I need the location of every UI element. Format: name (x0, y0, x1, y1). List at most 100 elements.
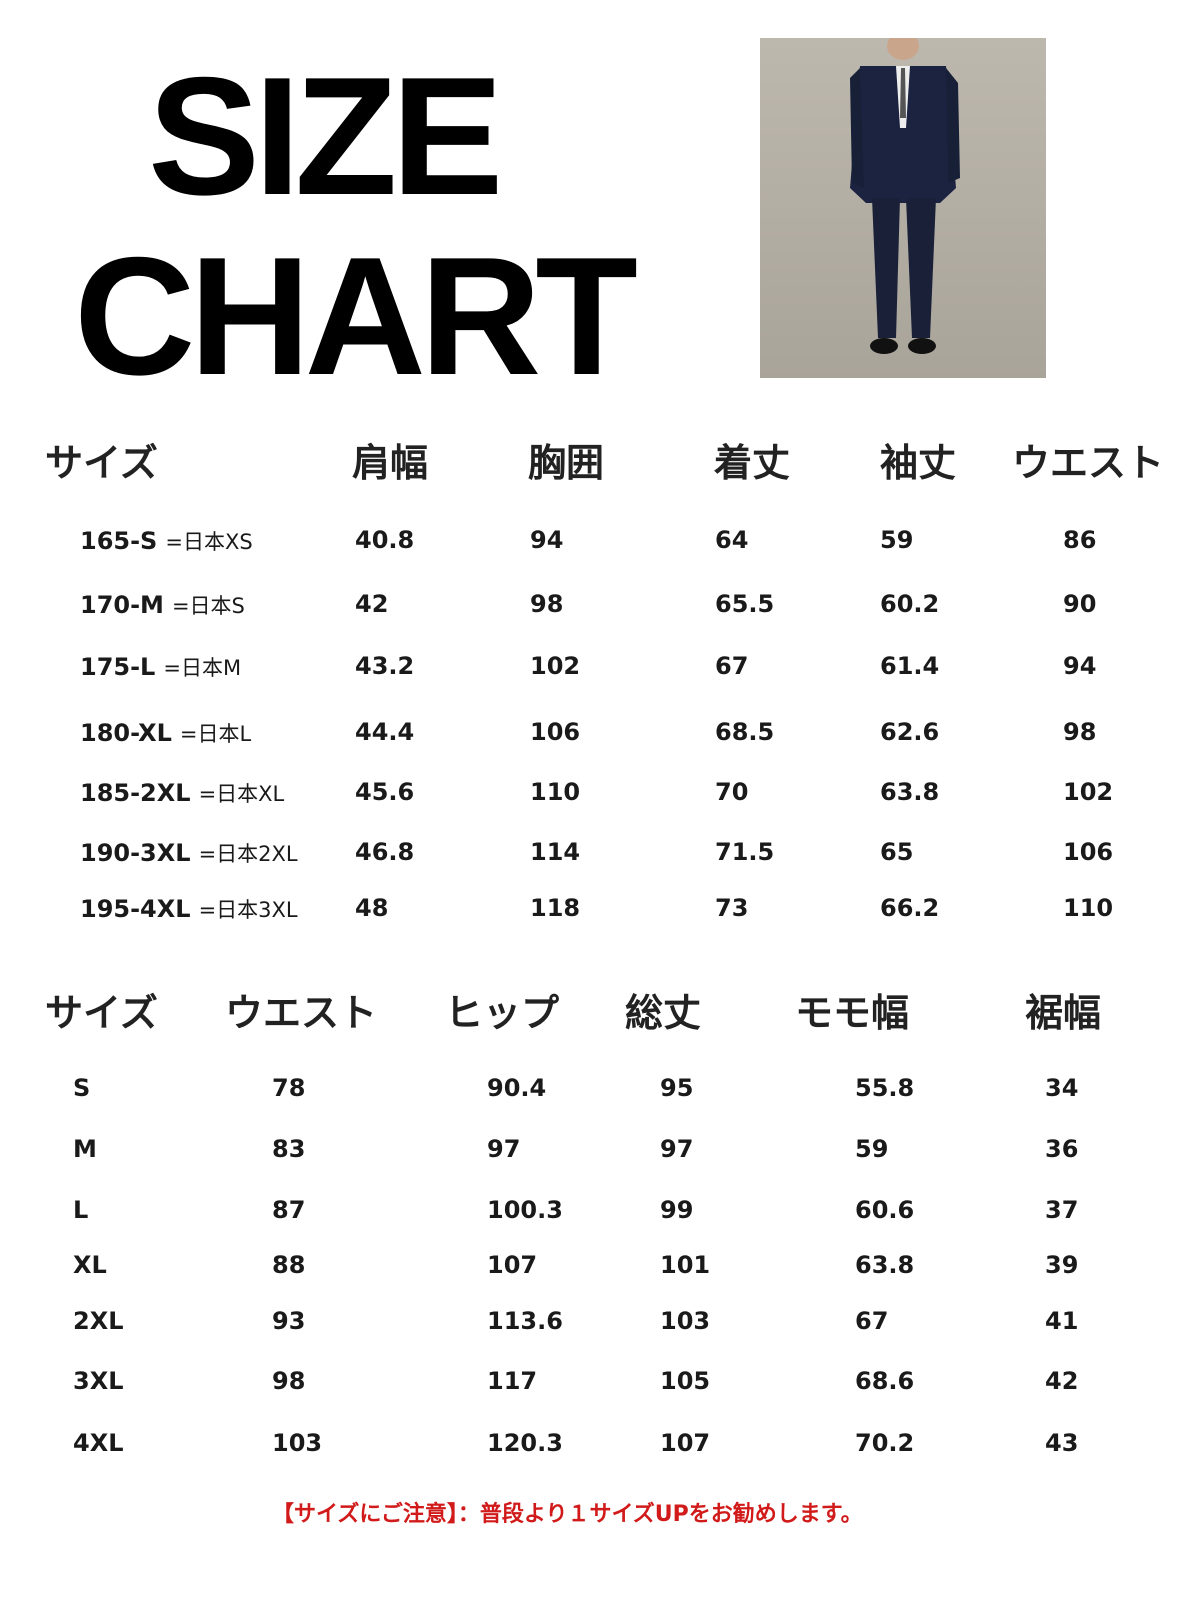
pants-value-cell: 37 (1045, 1196, 1079, 1224)
pants-value-cell: 83 (272, 1135, 306, 1163)
pants-size-cell: 3XL (73, 1367, 124, 1395)
pants-size-cell: S (73, 1074, 91, 1102)
pants-header: 裾幅 (1025, 991, 1102, 1035)
jacket-value-cell: 68.5 (715, 718, 775, 746)
jacket-value-cell: 110 (530, 778, 581, 806)
jacket-header: ウエスト (1012, 441, 1165, 485)
jacket-size-cell: 165-S =日本XS (80, 526, 253, 556)
pants-value-cell: 39 (1045, 1251, 1079, 1279)
pants-value-cell: 87 (272, 1196, 306, 1224)
pants-value-cell: 107 (487, 1251, 538, 1279)
jacket-value-cell: 44.4 (355, 718, 415, 746)
japan-size-label: =日本L (179, 722, 252, 746)
suit-model-illustration (850, 38, 960, 354)
size-label: 175-L (80, 653, 156, 681)
jacket-value-cell: 40.8 (355, 526, 415, 554)
jacket-size-cell: 185-2XL =日本XL (80, 778, 284, 808)
pants-value-cell: 101 (660, 1251, 711, 1279)
pants-value-cell: 55.8 (855, 1074, 915, 1102)
pants-size-cell: M (73, 1135, 97, 1163)
jacket-value-cell: 90 (1063, 590, 1097, 618)
jacket-size-cell: 175-L =日本M (80, 652, 241, 682)
jacket-value-cell: 66.2 (880, 894, 940, 922)
jacket-value-cell: 71.5 (715, 838, 775, 866)
pants-value-cell: 36 (1045, 1135, 1079, 1163)
size-label: 190-3XL (80, 839, 191, 867)
jacket-value-cell: 65 (880, 838, 914, 866)
pants-value-cell: 103 (660, 1307, 711, 1335)
jacket-value-cell: 62.6 (880, 718, 940, 746)
jacket-value-cell: 45.6 (355, 778, 415, 806)
japan-size-label: =日本XS (165, 530, 253, 554)
model-suit-photo (760, 38, 1046, 378)
jacket-value-cell: 42 (355, 590, 389, 618)
pants-header: ヒップ (445, 991, 560, 1035)
japan-size-label: =日本M (163, 656, 242, 680)
japan-size-label: =日本3XL (198, 898, 298, 922)
pants-value-cell: 97 (660, 1135, 694, 1163)
size-note: 【サイズにご注意】：普段より１サイズUPをお勧めします。 (272, 1502, 863, 1527)
pants-value-cell: 60.6 (855, 1196, 915, 1224)
pants-value-cell: 63.8 (855, 1251, 915, 1279)
jacket-value-cell: 43.2 (355, 652, 415, 680)
jacket-header: 袖丈 (880, 441, 957, 485)
pants-header: 総丈 (625, 991, 702, 1035)
pants-value-cell: 113.6 (487, 1307, 563, 1335)
jacket-value-cell: 48 (355, 894, 389, 922)
jacket-header: サイズ (45, 441, 158, 485)
japan-size-label: =日本XL (198, 782, 285, 806)
jacket-value-cell: 106 (530, 718, 581, 746)
pants-size-cell: 4XL (73, 1429, 124, 1457)
jacket-value-cell: 94 (1063, 652, 1097, 680)
pants-size-cell: XL (73, 1251, 107, 1279)
jacket-value-cell: 65.5 (715, 590, 775, 618)
pants-value-cell: 59 (855, 1135, 889, 1163)
pants-size-cell: L (73, 1196, 89, 1224)
size-label: 180-XL (80, 719, 172, 747)
jacket-value-cell: 114 (530, 838, 581, 866)
jacket-value-cell: 98 (530, 590, 564, 618)
size-label: 195-4XL (80, 895, 191, 923)
japan-size-label: =日本2XL (198, 842, 298, 866)
pants-size-cell: 2XL (73, 1307, 124, 1335)
jacket-value-cell: 70 (715, 778, 749, 806)
jacket-value-cell: 106 (1063, 838, 1114, 866)
jacket-value-cell: 46.8 (355, 838, 415, 866)
pants-value-cell: 120.3 (487, 1429, 563, 1457)
pants-value-cell: 88 (272, 1251, 306, 1279)
japan-size-label: =日本S (171, 594, 245, 618)
pants-header: モモ幅 (795, 991, 910, 1035)
jacket-header: 肩幅 (352, 441, 429, 485)
pants-value-cell: 68.6 (855, 1367, 915, 1395)
jacket-value-cell: 67 (715, 652, 749, 680)
pants-value-cell: 105 (660, 1367, 711, 1395)
jacket-value-cell: 86 (1063, 526, 1097, 554)
pants-value-cell: 93 (272, 1307, 306, 1335)
jacket-value-cell: 110 (1063, 894, 1114, 922)
jacket-value-cell: 63.8 (880, 778, 940, 806)
jacket-value-cell: 118 (530, 894, 581, 922)
pants-value-cell: 95 (660, 1074, 694, 1102)
jacket-value-cell: 102 (1063, 778, 1114, 806)
title-chart: CHART (74, 222, 638, 410)
jacket-value-cell: 94 (530, 526, 564, 554)
jacket-value-cell: 64 (715, 526, 749, 554)
pants-value-cell: 70.2 (855, 1429, 915, 1457)
pants-header: ウエスト (225, 991, 378, 1035)
pants-value-cell: 78 (272, 1074, 306, 1102)
pants-value-cell: 103 (272, 1429, 323, 1457)
size-label: 170-M (80, 591, 164, 619)
jacket-value-cell: 59 (880, 526, 914, 554)
pants-value-cell: 67 (855, 1307, 889, 1335)
jacket-size-cell: 190-3XL =日本2XL (80, 838, 298, 868)
pants-header: サイズ (45, 991, 158, 1035)
jacket-size-cell: 180-XL =日本L (80, 718, 251, 748)
size-label: 185-2XL (80, 779, 191, 807)
jacket-value-cell: 61.4 (880, 652, 940, 680)
pants-value-cell: 100.3 (487, 1196, 563, 1224)
jacket-size-cell: 170-M =日本S (80, 590, 245, 620)
pants-value-cell: 117 (487, 1367, 538, 1395)
title-size: SIZE (148, 42, 503, 230)
pants-value-cell: 97 (487, 1135, 521, 1163)
